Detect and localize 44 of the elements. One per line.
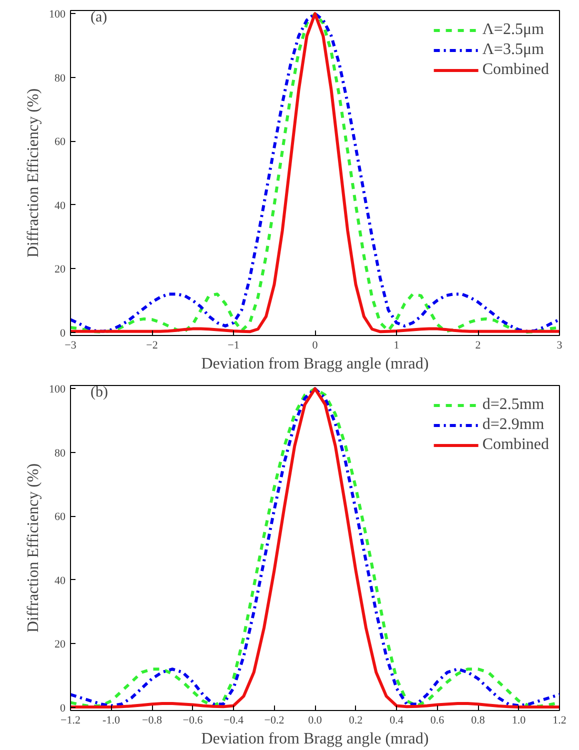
x-tick-label: −2 — [146, 340, 158, 352]
legend-label: d=2.9mm — [482, 416, 544, 434]
y-tick-label: 20 — [54, 264, 66, 276]
y-tick-label: 100 — [49, 8, 66, 21]
y-tick-label: 0 — [60, 702, 66, 714]
x-tick-label: −3 — [64, 340, 77, 352]
x-axis-title: Deviation from Bragg angle (mrad) — [201, 730, 429, 748]
y-axis-title: Diffraction Efficiency (%) — [25, 88, 42, 258]
x-tick-label: 0 — [312, 340, 318, 352]
legend-label: Combined — [482, 61, 549, 79]
x-tick-label: 0.6 — [430, 714, 445, 726]
x-tick-label: 0.8 — [471, 714, 486, 726]
x-tick-label: −0.8 — [142, 714, 162, 726]
x-tick-label: −1 — [228, 340, 240, 352]
legend-label: d=2.5mm — [482, 396, 544, 414]
legend-label: Combined — [482, 436, 549, 454]
y-tick-label: 40 — [54, 200, 66, 212]
y-tick-label: 60 — [54, 136, 66, 148]
x-tick-label: −0.4 — [224, 714, 244, 726]
y-tick-label: 80 — [54, 447, 66, 460]
y-tick-label: 0 — [60, 327, 66, 340]
x-tick-label: −0.6 — [182, 714, 204, 726]
x-tick-label: -1.0 — [102, 714, 120, 726]
x-tick-label: 0.4 — [390, 714, 404, 726]
y-tick-label: 100 — [49, 384, 66, 396]
x-axis-title: Deviation from Bragg angle (mrad) — [201, 356, 429, 372]
x-tick-label: 2 — [475, 340, 481, 352]
y-tick-label: 80 — [54, 72, 66, 84]
x-tick-label: −1.2 — [60, 714, 80, 726]
y-tick-label: 40 — [54, 574, 66, 587]
x-tick-label: 1.2 — [552, 714, 566, 726]
x-tick-label: 3 — [556, 340, 563, 352]
x-tick-label: 0.0 — [308, 714, 322, 726]
legend-label: Λ=2.5μm — [482, 21, 544, 39]
y-tick-label: 60 — [54, 511, 66, 524]
x-tick-label: 1 — [394, 340, 400, 352]
x-tick-label: −0.2 — [264, 714, 284, 726]
y-tick-label: 20 — [54, 638, 66, 651]
legend-label: Λ=3.5μm — [482, 41, 544, 59]
x-tick-label: 0.2 — [348, 714, 363, 726]
annotation: (a) — [90, 10, 108, 26]
y-axis-title: Diffraction Efficiency (%) — [25, 463, 42, 633]
annotation: (b) — [90, 384, 108, 400]
x-tick-label: 1.0 — [512, 714, 526, 726]
